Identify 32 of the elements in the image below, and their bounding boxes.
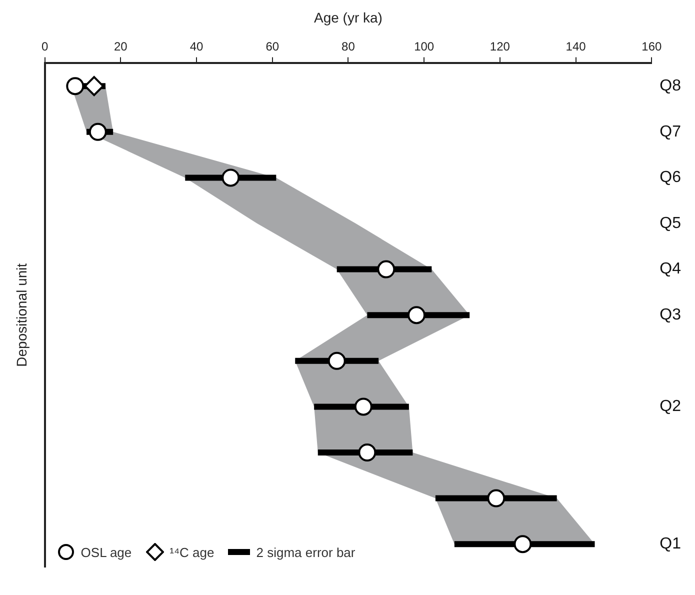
x-tick-label: 0 xyxy=(41,39,48,54)
point xyxy=(354,398,372,416)
x-tick-label: 100 xyxy=(414,39,434,54)
y-tick-label: Q8 xyxy=(660,78,682,95)
y-tick-label: Q7 xyxy=(660,123,682,140)
x-tick-label: 60 xyxy=(266,39,280,54)
point xyxy=(328,352,346,370)
point xyxy=(66,77,84,96)
point xyxy=(377,260,396,278)
point xyxy=(222,168,240,187)
point xyxy=(358,444,376,462)
y-tick-label: Q2 xyxy=(660,398,682,416)
legend-label: ¹⁴C age xyxy=(170,544,214,560)
y-tick-label: Q5 xyxy=(660,214,682,232)
x-tick-label: 80 xyxy=(342,39,356,54)
x-tick-label: 20 xyxy=(114,39,128,54)
y-tick-label: Q4 xyxy=(660,260,682,278)
point xyxy=(514,535,532,554)
annotation: 2 sigma error bar xyxy=(256,544,356,560)
x-tick-label: 120 xyxy=(490,39,510,54)
y-tick-label: Q6 xyxy=(660,169,682,186)
point xyxy=(487,489,506,508)
x-axis-title: Age (yr ka) xyxy=(314,9,382,26)
y-axis-title: Depositional unit xyxy=(13,263,30,367)
point xyxy=(408,306,426,324)
x-tick-label: 40 xyxy=(190,39,204,54)
x-tick-label: 140 xyxy=(566,39,586,54)
legend-label: OSL age xyxy=(80,544,132,560)
y-tick-label: Q3 xyxy=(660,306,682,324)
y-tick-label: Q1 xyxy=(660,536,682,553)
point xyxy=(88,122,107,141)
x-tick-label: 160 xyxy=(642,39,662,54)
